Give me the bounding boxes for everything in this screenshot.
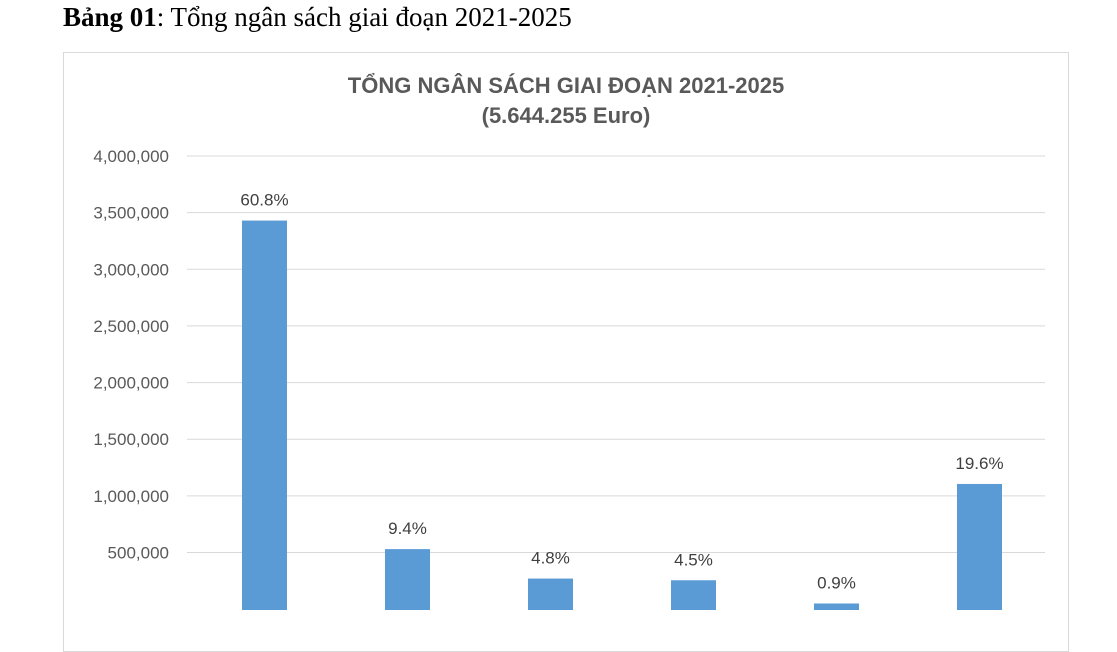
bar-chart: TỔNG NGÂN SÁCH GIAI ĐOẠN 2021-2025 (5.64… — [93, 73, 1045, 610]
y-tick-label: 3,500,000 — [93, 204, 169, 223]
y-tick-label: 3,000,000 — [93, 260, 169, 279]
bar — [385, 549, 430, 610]
bar — [528, 578, 573, 610]
bar-data-label: 60.8% — [240, 191, 288, 210]
y-axis-ticks: 500,000 1,000,000 1,500,000 2,000,000 2,500,… — [93, 147, 169, 563]
bar — [242, 220, 287, 610]
bar — [671, 580, 716, 610]
y-tick-label: 2,000,000 — [93, 374, 169, 393]
y-tick-label: 2,500,000 — [93, 317, 169, 336]
table-caption: Bảng 01: Tổng ngân sách giai đoạn 2021-2… — [63, 2, 572, 33]
grid-lines — [187, 155, 1045, 553]
bar-data-label: 9.4% — [388, 519, 427, 538]
chart-subtitle: (5.644.255 Euro) — [482, 103, 651, 128]
y-tick-label: 4,000,000 — [93, 147, 169, 166]
bar-data-label: 4.8% — [531, 549, 570, 568]
bar — [814, 603, 859, 610]
y-tick-label: 1,500,000 — [93, 430, 169, 449]
caption-label: Bảng 01 — [63, 2, 157, 32]
bar-data-label: 19.6% — [955, 454, 1003, 473]
bars — [242, 220, 1002, 610]
bar — [957, 483, 1002, 610]
caption-text: : Tổng ngân sách giai đoạn 2021-2025 — [156, 2, 572, 32]
bar-data-label: 0.9% — [817, 573, 856, 592]
data-labels: 60.8% 9.4% 4.8% 4.5% 0.9% 19.6% — [240, 191, 1003, 593]
bar-data-label: 4.5% — [674, 550, 713, 569]
y-tick-label: 1,000,000 — [93, 487, 169, 506]
y-tick-label: 500,000 — [108, 544, 169, 563]
chart-title: TỔNG NGÂN SÁCH GIAI ĐOẠN 2021-2025 — [348, 73, 784, 98]
